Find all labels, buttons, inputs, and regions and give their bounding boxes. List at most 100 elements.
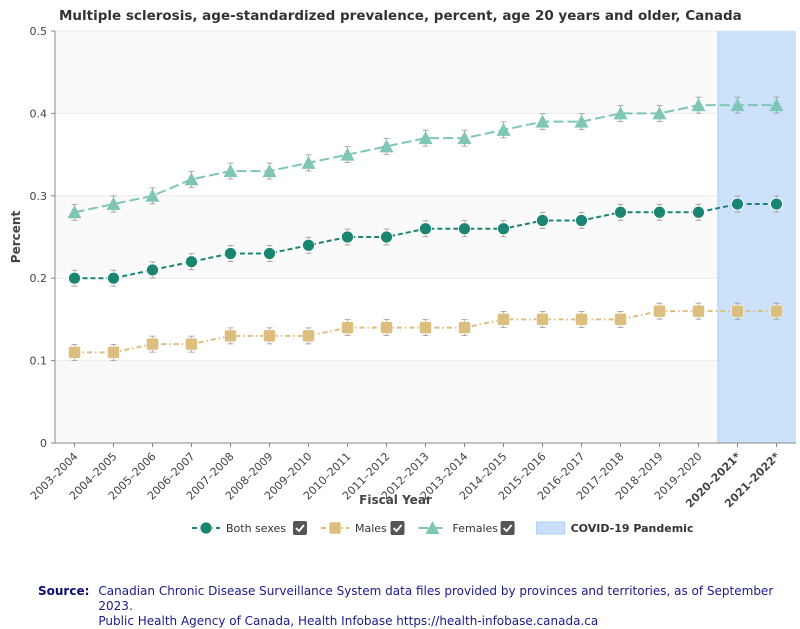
data-point bbox=[380, 230, 393, 244]
covid-shade bbox=[718, 31, 796, 443]
y-tick-label: 0.5 bbox=[30, 25, 48, 38]
legend-label: Males bbox=[355, 522, 387, 535]
check-mark bbox=[295, 524, 305, 533]
data-point bbox=[419, 222, 432, 236]
data-point bbox=[653, 304, 666, 318]
check-mark bbox=[502, 524, 513, 533]
y-tick-label: 0.1 bbox=[30, 355, 48, 368]
data-point bbox=[457, 131, 472, 145]
data-point bbox=[418, 131, 433, 145]
data-point bbox=[535, 114, 550, 128]
covid-pandemic-region bbox=[717, 31, 796, 443]
data-point bbox=[223, 164, 238, 178]
data-point bbox=[536, 313, 549, 326]
data-point bbox=[302, 238, 315, 252]
series-males bbox=[68, 302, 783, 361]
legend-checkbox-icon[interactable] bbox=[390, 521, 405, 535]
data-point bbox=[106, 197, 121, 211]
data-point bbox=[379, 139, 394, 153]
data-point bbox=[458, 321, 471, 334]
data-point bbox=[262, 164, 277, 178]
checkbox-box bbox=[500, 521, 515, 535]
chart-title: Multiple sclerosis, age-standardized pre… bbox=[59, 8, 742, 24]
source-note: Source: Canadian Chronic Disease Surveil… bbox=[38, 584, 800, 629]
grid-band bbox=[55, 31, 796, 114]
legend-item-covid[interactable]: COVID-19 Pandemic bbox=[536, 521, 694, 535]
data-point bbox=[653, 205, 666, 219]
legend-item-males[interactable]: Males bbox=[321, 521, 405, 535]
data-point bbox=[770, 304, 783, 318]
data-point bbox=[652, 106, 667, 120]
data-point bbox=[419, 321, 432, 334]
data-point bbox=[68, 271, 81, 285]
legend-covid-swatch bbox=[536, 521, 566, 535]
check-mark bbox=[392, 524, 403, 533]
data-point bbox=[497, 222, 510, 236]
data-point bbox=[185, 255, 198, 269]
grid-band bbox=[55, 113, 796, 196]
data-point bbox=[575, 313, 588, 326]
series-both-sexes bbox=[68, 195, 783, 287]
data-point bbox=[107, 346, 120, 359]
data-point bbox=[614, 313, 627, 326]
legend-label: Females bbox=[453, 522, 499, 535]
data-point bbox=[536, 214, 549, 227]
data-point bbox=[692, 304, 705, 318]
legend-item-both-sexes[interactable]: Both sexes bbox=[192, 521, 307, 535]
legend-item-females[interactable]: Females bbox=[418, 521, 515, 535]
data-point bbox=[263, 247, 276, 260]
data-point bbox=[496, 122, 511, 136]
data-point bbox=[458, 222, 471, 236]
data-point bbox=[614, 205, 627, 219]
data-point bbox=[769, 98, 784, 112]
y-tick-label: 0 bbox=[40, 437, 47, 450]
data-point bbox=[691, 98, 706, 112]
legend-label: COVID-19 Pandemic bbox=[571, 522, 694, 535]
data-point bbox=[224, 247, 237, 260]
series-females bbox=[67, 96, 784, 221]
data-point bbox=[302, 329, 315, 343]
data-point bbox=[146, 337, 159, 351]
legend-marker bbox=[199, 521, 213, 535]
data-point bbox=[67, 205, 82, 219]
data-point bbox=[613, 106, 628, 120]
data-point bbox=[146, 263, 159, 277]
data-point bbox=[301, 155, 316, 169]
checkbox-box bbox=[390, 521, 405, 535]
x-axis-title: Fiscal Year bbox=[359, 493, 432, 507]
data-point bbox=[575, 214, 588, 227]
legend-marker bbox=[328, 521, 342, 535]
data-point bbox=[341, 230, 354, 244]
y-tick-label: 0.2 bbox=[30, 272, 48, 285]
y-axis-title: Percent bbox=[9, 211, 23, 264]
data-point bbox=[731, 197, 744, 211]
source-label: Source: bbox=[38, 584, 90, 598]
legend-marker bbox=[425, 521, 440, 534]
data-point bbox=[340, 147, 355, 161]
data-point bbox=[224, 329, 237, 343]
data-point bbox=[730, 98, 745, 112]
data-point bbox=[145, 188, 160, 202]
legend-checkbox-icon[interactable] bbox=[500, 521, 515, 535]
y-tick-label: 0.3 bbox=[30, 190, 48, 203]
data-point bbox=[770, 197, 783, 211]
y-tick-label: 0.4 bbox=[30, 107, 48, 120]
data-point bbox=[731, 304, 744, 318]
data-point bbox=[497, 313, 510, 326]
data-point bbox=[107, 271, 120, 285]
grid-band bbox=[55, 360, 796, 443]
data-point bbox=[184, 172, 199, 186]
data-point bbox=[185, 337, 198, 351]
source-line-1: Canadian Chronic Disease Surveillance Sy… bbox=[98, 584, 774, 613]
data-point bbox=[574, 114, 589, 128]
line-chart: 00.10.20.30.40.52003–20042004–20052005–2… bbox=[9, 25, 796, 535]
legend[interactable]: Both sexes Males Females COVID-19 Pandemic bbox=[192, 521, 693, 535]
legend-label: Both sexes bbox=[226, 522, 286, 535]
data-point bbox=[692, 205, 705, 219]
data-point bbox=[341, 321, 354, 334]
data-point bbox=[68, 346, 81, 359]
source-line-2: Public Health Agency of Canada, Health I… bbox=[98, 614, 599, 628]
series-group bbox=[67, 96, 784, 361]
legend-checkbox-icon[interactable] bbox=[293, 521, 307, 535]
checkbox-box bbox=[293, 521, 307, 535]
